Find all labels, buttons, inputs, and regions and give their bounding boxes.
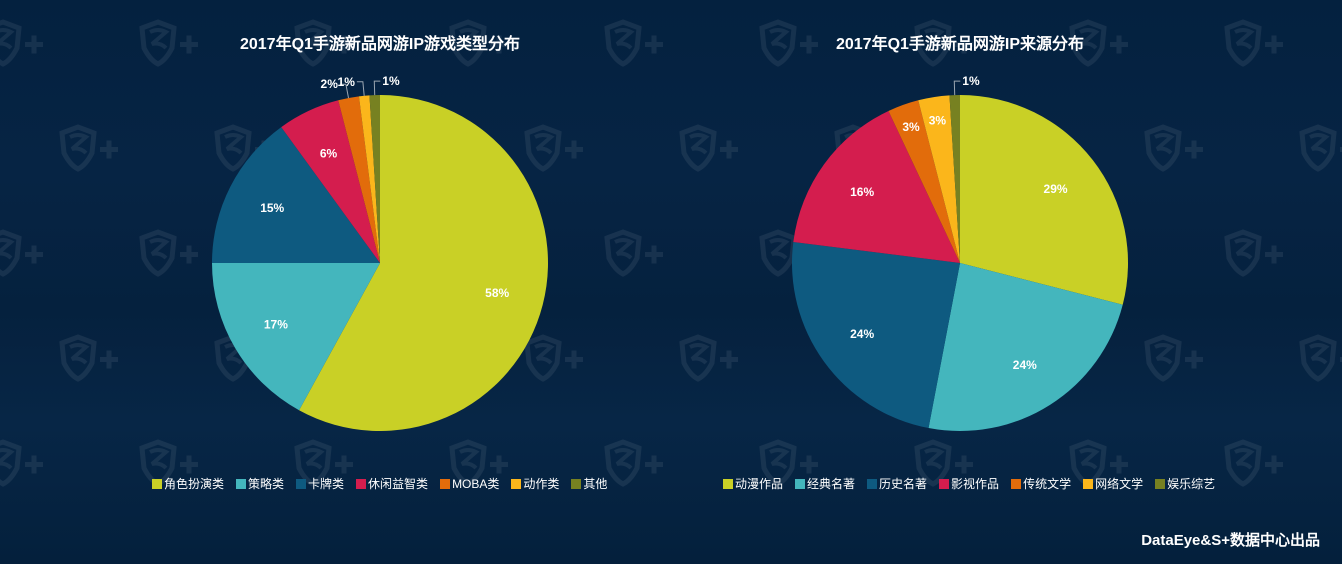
legend-item[interactable]: 娱乐综艺	[1155, 475, 1215, 492]
legend-swatch-icon	[939, 478, 950, 489]
legend-swatch-icon	[296, 478, 307, 489]
legend-item[interactable]: 网络文学	[1083, 475, 1143, 492]
legend-item[interactable]: 动作类	[511, 475, 559, 492]
slice-label: 24%	[850, 327, 874, 341]
legend-item[interactable]: 经典名著	[795, 475, 855, 492]
legend-label: 动漫作品	[735, 477, 784, 491]
pie-slice[interactable]	[918, 95, 960, 263]
legend-label: 传统文学	[1023, 477, 1072, 491]
slice-label: 16%	[850, 185, 874, 199]
legend-label: 其他	[583, 477, 608, 491]
pie-slice[interactable]	[299, 95, 548, 431]
legend-label: 休闲益智类	[368, 477, 429, 491]
legend-swatch-icon	[440, 478, 451, 489]
pie-slice[interactable]	[949, 95, 960, 263]
legend-label: 历史名著	[879, 477, 928, 491]
pie-plot: 29% 24% 24% 16% 3% 3% 1%	[792, 74, 1128, 432]
legend-swatch-icon	[571, 478, 582, 489]
chart-title: 2017年Q1手游新品网游IP来源分布	[835, 36, 1085, 53]
pie-plot: 58%17%15%6%2% 1% 1%	[212, 74, 548, 431]
legend-label: 影视作品	[951, 477, 1000, 491]
legend-label: 卡牌类	[308, 477, 345, 491]
legend-item[interactable]: 传统文学	[1011, 475, 1071, 492]
slice-label: 2%	[321, 77, 339, 91]
pie-slice[interactable]	[928, 263, 1123, 432]
legend-item[interactable]: 其他	[571, 475, 607, 492]
legend-swatch-icon	[795, 478, 806, 489]
chart-title: 2017年Q1手游新品网游IP游戏类型分布	[239, 36, 521, 53]
pie-slice[interactable]	[888, 100, 960, 263]
pie-slice[interactable]	[960, 95, 1128, 305]
legend-label: 经典名著	[807, 477, 856, 491]
slice-label: 24%	[1013, 358, 1037, 372]
chart-legend: 角色扮演类 策略类 卡牌类 休闲益智类 MOBA类 动作类 其他	[152, 475, 607, 492]
legend-swatch-icon	[867, 478, 878, 489]
pie-slice[interactable]	[212, 127, 380, 263]
legend-label: MOBA类	[452, 477, 500, 491]
legend-swatch-icon	[1083, 478, 1094, 489]
legend-label: 娱乐综艺	[1167, 477, 1216, 491]
legend-item[interactable]: 历史名著	[867, 475, 927, 492]
pie-slice[interactable]	[212, 263, 380, 411]
slice-label: 29%	[1044, 182, 1068, 196]
legend-item[interactable]: 角色扮演类	[152, 475, 224, 492]
legend-label: 角色扮演类	[164, 477, 225, 491]
legend-label: 策略类	[248, 477, 285, 491]
slice-label: 17%	[264, 318, 288, 332]
legend-swatch-icon	[152, 478, 162, 489]
pie-slice[interactable]	[281, 100, 380, 263]
pie-slice[interactable]	[793, 110, 960, 264]
legend-swatch-icon	[1155, 478, 1166, 489]
slice-label: 1%	[962, 74, 980, 88]
pie-slice[interactable]	[369, 95, 380, 263]
slice-label: 58%	[485, 286, 509, 300]
legend-swatch-icon	[356, 478, 367, 489]
legend-label: 网络文学	[1095, 477, 1144, 491]
footer-credit: DataEye&S+数据中心出品	[1141, 532, 1320, 549]
slice-label: 3%	[902, 120, 920, 134]
pie-slice[interactable]	[338, 96, 380, 263]
legend-item[interactable]: 动漫作品	[723, 475, 783, 492]
legend-swatch-icon	[511, 478, 522, 489]
slice-label: 1%	[338, 75, 356, 89]
slice-label: 1%	[382, 74, 400, 88]
pie-slice[interactable]	[792, 241, 960, 429]
pie-slice[interactable]	[358, 95, 380, 263]
legend-item[interactable]: 休闲益智类	[356, 475, 428, 492]
pie-chart-ip-source: 2017年Q1手游新品网游IP来源分布 29% 24% 24% 16% 3% 3% 1% 动…	[580, 0, 1251, 510]
legend-item[interactable]: 影视作品	[939, 475, 999, 492]
legend-swatch-icon	[236, 478, 247, 489]
chart-legend: 动漫作品 经典名著 历史名著 影视作品 传统文学 网络文学 娱乐综艺	[723, 475, 1215, 492]
slice-label: 6%	[320, 147, 338, 161]
legend-item[interactable]: MOBA类	[440, 475, 499, 492]
slice-label: 15%	[260, 201, 284, 215]
legend-item[interactable]: 策略类	[236, 475, 284, 492]
legend-label: 动作类	[523, 477, 560, 491]
pie-chart-game-type: 2017年Q1手游新品网游IP游戏类型分布 58% 17% 15% 6% 2% 1% 1% …	[0, 0, 671, 510]
legend-swatch-icon	[723, 478, 733, 489]
legend-swatch-icon	[1011, 478, 1022, 489]
slice-label: 3%	[929, 113, 947, 127]
legend-item[interactable]: 卡牌类	[296, 475, 344, 492]
